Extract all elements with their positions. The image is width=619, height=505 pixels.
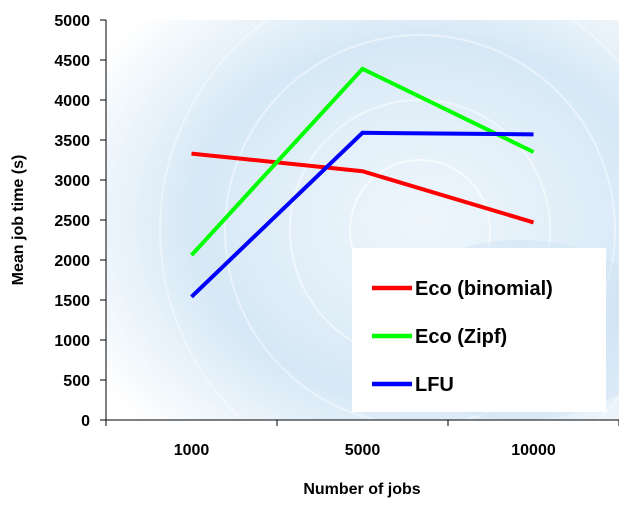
y-axis-title: Mean job time (s) [10,155,27,286]
legend-label-lfu: LFU [415,374,454,396]
y-tick-label: 2500 [54,213,90,230]
x-tick-label: 10000 [511,442,556,459]
legend-label-eco-binomial: Eco (binomial) [415,278,553,300]
x-axis-title: Number of jobs [303,481,420,498]
legend-label-eco-zipf: Eco (Zipf) [415,326,507,348]
plot-background [106,0,619,490]
y-tick-label: 5000 [54,13,90,30]
legend: Eco (binomial) Eco (Zipf) LFU [352,248,606,412]
y-tick-label: 4000 [54,93,90,110]
y-tick-label: 3000 [54,173,90,190]
y-tick-label: 500 [63,373,90,390]
y-tick-label: 1000 [54,333,90,350]
x-tick-label: 5000 [345,442,381,459]
x-tick-label: 1000 [174,442,210,459]
y-tick-label: 2000 [54,253,90,270]
y-tick-label: 1500 [54,293,90,310]
y-tick-label: 3500 [54,133,90,150]
y-tick-label: 0 [81,413,90,430]
y-tick-label: 4500 [54,53,90,70]
